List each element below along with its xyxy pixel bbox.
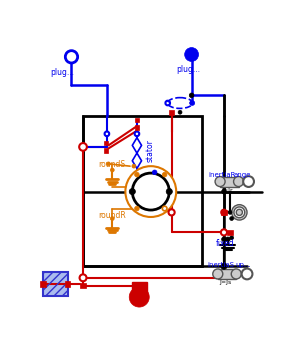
Bar: [65, 281, 70, 287]
Text: plug...: plug...: [176, 64, 200, 73]
Circle shape: [135, 172, 139, 177]
Circle shape: [166, 189, 172, 195]
Circle shape: [135, 131, 139, 136]
Text: up...: up...: [235, 262, 251, 268]
Text: ange: ange: [233, 172, 251, 178]
Circle shape: [129, 189, 135, 195]
Circle shape: [222, 237, 226, 242]
Circle shape: [111, 217, 114, 221]
Circle shape: [236, 209, 243, 216]
Circle shape: [221, 210, 227, 215]
Text: J=Js: J=Js: [219, 280, 231, 285]
Text: inertiaR: inertiaR: [208, 172, 236, 178]
Circle shape: [215, 176, 225, 187]
Circle shape: [221, 229, 227, 236]
Circle shape: [65, 51, 78, 63]
Bar: [134, 292, 145, 303]
Bar: [43, 272, 68, 296]
Circle shape: [189, 93, 194, 98]
Circle shape: [230, 217, 234, 221]
Bar: [43, 272, 68, 296]
Text: roundS: roundS: [99, 160, 126, 169]
Circle shape: [105, 131, 109, 136]
Circle shape: [185, 48, 199, 62]
Circle shape: [132, 185, 136, 189]
Circle shape: [169, 209, 175, 216]
Bar: [104, 149, 108, 153]
Bar: [218, 268, 236, 279]
Circle shape: [213, 269, 223, 279]
Text: inertiaS: inertiaS: [207, 262, 234, 268]
Circle shape: [190, 101, 195, 105]
Circle shape: [232, 205, 247, 220]
Bar: [80, 283, 86, 288]
Circle shape: [190, 101, 193, 105]
Circle shape: [129, 287, 149, 307]
Circle shape: [107, 162, 111, 166]
Bar: [227, 230, 233, 235]
Bar: [135, 125, 139, 130]
Circle shape: [152, 170, 157, 175]
Bar: [104, 141, 108, 145]
Circle shape: [162, 172, 167, 177]
Circle shape: [225, 237, 230, 242]
Bar: [135, 118, 139, 122]
Bar: [40, 281, 46, 287]
Text: J=Jr: J=Jr: [222, 188, 233, 193]
Circle shape: [162, 206, 167, 211]
Bar: [83, 116, 202, 266]
Circle shape: [125, 166, 176, 217]
Bar: [221, 210, 227, 215]
Circle shape: [234, 207, 245, 218]
Circle shape: [234, 176, 243, 187]
Circle shape: [132, 164, 136, 168]
Bar: [169, 110, 174, 115]
Circle shape: [79, 143, 87, 151]
Circle shape: [230, 236, 234, 240]
Bar: [131, 282, 147, 294]
Circle shape: [243, 176, 254, 187]
Text: plug...: plug...: [50, 68, 74, 77]
Circle shape: [228, 211, 232, 214]
Text: fixed: fixed: [216, 239, 235, 248]
Circle shape: [231, 269, 241, 279]
Circle shape: [242, 268, 252, 279]
Circle shape: [80, 274, 87, 281]
Bar: [220, 177, 239, 187]
Circle shape: [132, 173, 169, 210]
Circle shape: [178, 110, 182, 114]
Circle shape: [135, 206, 139, 211]
Circle shape: [222, 189, 226, 194]
Circle shape: [165, 101, 170, 105]
Circle shape: [111, 168, 114, 172]
Text: stator: stator: [146, 139, 154, 162]
Text: roundR: roundR: [99, 211, 126, 220]
Circle shape: [221, 263, 227, 269]
